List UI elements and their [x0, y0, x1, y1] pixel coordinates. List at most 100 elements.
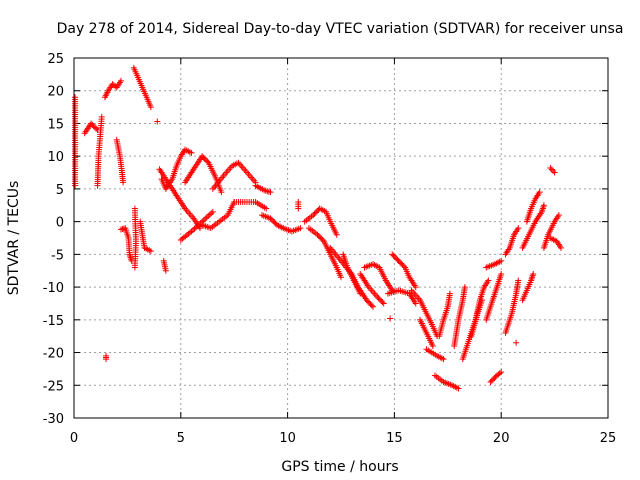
data-point — [98, 113, 105, 120]
data-point — [496, 370, 503, 377]
data-point — [357, 290, 364, 297]
data-point — [400, 263, 407, 270]
data-point — [131, 264, 138, 271]
data-point — [93, 125, 100, 132]
y-tick-label: -30 — [43, 412, 64, 427]
y-tick-label: -20 — [43, 347, 64, 362]
data-point — [201, 155, 208, 162]
data-point — [312, 209, 319, 216]
x-tick-label: 5 — [177, 431, 185, 446]
data-point — [547, 164, 554, 171]
data-point — [72, 182, 79, 189]
data-point — [314, 208, 321, 215]
data-point — [208, 210, 215, 217]
data-point — [368, 302, 375, 309]
data-point — [317, 234, 324, 241]
data-point — [90, 123, 97, 130]
y-tick-label: 15 — [47, 117, 64, 132]
data-point — [374, 293, 381, 300]
data-point — [548, 166, 555, 173]
data-point — [498, 271, 505, 277]
data-point — [536, 189, 543, 196]
data-point — [491, 375, 498, 382]
y-tick-label: 0 — [56, 216, 64, 231]
data-point — [204, 158, 211, 165]
data-point — [88, 120, 95, 127]
data-point — [338, 274, 344, 281]
data-point — [363, 297, 370, 304]
data-point — [540, 202, 547, 209]
data-point — [91, 124, 98, 131]
data-point — [263, 205, 270, 212]
y-tick-label: -15 — [43, 314, 64, 329]
data-point — [367, 301, 374, 308]
data-point — [389, 251, 396, 258]
x-axis-label: GPS time / hours — [281, 459, 398, 475]
data-point — [268, 216, 275, 223]
data-point — [89, 121, 96, 128]
data-point — [440, 356, 447, 363]
data-point — [370, 303, 377, 310]
data-point — [202, 215, 209, 222]
data-point — [515, 225, 522, 232]
data-point — [551, 169, 558, 176]
data-point — [267, 189, 274, 196]
data-point — [485, 277, 492, 284]
data-point — [203, 214, 210, 221]
data-point — [270, 217, 277, 224]
data-point — [117, 77, 124, 84]
data-point — [513, 339, 520, 346]
data-point — [515, 277, 522, 284]
data-point — [394, 256, 401, 263]
data-point — [314, 231, 321, 238]
data-point — [199, 153, 206, 160]
data-point — [311, 210, 318, 217]
y-tick-label: 5 — [56, 183, 64, 198]
grid-layer — [74, 58, 608, 418]
data-point — [478, 297, 485, 304]
data-point — [396, 259, 403, 266]
data-point — [310, 212, 317, 219]
data-point — [490, 376, 497, 383]
x-tick-label: 0 — [70, 431, 78, 446]
y-tick-label: 25 — [47, 52, 64, 67]
data-point — [498, 257, 505, 264]
data-point — [379, 299, 386, 306]
data-point — [555, 212, 562, 219]
data-point — [530, 271, 537, 277]
data-point — [558, 244, 565, 251]
data-point — [398, 260, 405, 267]
data-point — [380, 300, 387, 307]
data-point — [147, 248, 154, 255]
data-point — [366, 299, 373, 306]
data-point — [488, 377, 495, 384]
data-point — [550, 168, 557, 175]
data-point — [295, 205, 302, 212]
data-point — [218, 189, 225, 196]
data-point — [412, 284, 419, 291]
data-point — [412, 300, 419, 307]
data-point — [209, 208, 216, 215]
data-point — [206, 211, 213, 218]
data-point — [395, 257, 402, 264]
data-point — [205, 213, 212, 220]
data-point — [297, 225, 304, 232]
data-point — [200, 217, 207, 224]
data-markers — [72, 64, 565, 392]
data-point — [154, 118, 161, 125]
x-tick-label: 20 — [493, 431, 510, 446]
data-point — [162, 267, 169, 274]
y-axis-label: SDTVAR / TECUs — [6, 181, 22, 296]
data-point — [318, 235, 325, 242]
data-point — [378, 297, 385, 304]
data-point — [364, 298, 371, 305]
data-point — [188, 149, 195, 156]
data-point — [319, 236, 326, 243]
data-point — [455, 385, 462, 392]
data-point — [393, 255, 400, 262]
data-point — [203, 157, 210, 164]
data-point — [399, 261, 406, 268]
data-point — [103, 356, 110, 363]
y-tick-label: 10 — [47, 150, 64, 165]
